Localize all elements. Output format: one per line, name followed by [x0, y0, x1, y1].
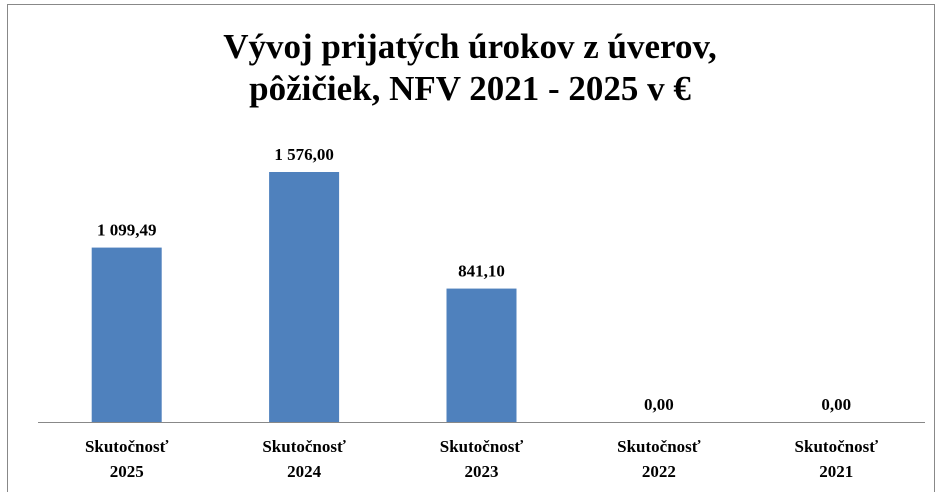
x-tick-label: Skutočnosť 2023: [440, 437, 524, 481]
chart-title: Vývoj prijatých úrokov z úverov, pôžičie…: [150, 26, 790, 110]
x-tick-label-line: 2024: [287, 462, 322, 481]
value-label: 1 099,49: [97, 221, 157, 240]
x-tick-label: Skutočnosť 2021: [795, 437, 879, 481]
x-tick-label-line: 2025: [110, 462, 144, 481]
x-tick-label-line: 2022: [642, 462, 676, 481]
x-tick-label: Skutočnosť 2024: [262, 437, 346, 481]
value-label: 0,00: [821, 395, 851, 414]
x-tick-label-line: Skutočnosť: [85, 437, 169, 456]
x-tick-label-line: Skutočnosť: [262, 437, 346, 456]
x-tick-label-line: 2021: [819, 462, 853, 481]
x-tick-label-line: 2023: [465, 462, 499, 481]
x-tick-label-line: Skutočnosť: [795, 437, 879, 456]
bar: [446, 288, 517, 422]
bar: [91, 247, 162, 422]
value-label: 0,00: [644, 395, 674, 414]
bar: [269, 172, 340, 422]
chart-frame: [7, 4, 935, 492]
x-tick-label-line: Skutočnosť: [617, 437, 701, 456]
chart-title-text: Vývoj prijatých úrokov z úverov, pôžičie…: [223, 27, 717, 108]
value-label: 841,10: [458, 262, 505, 281]
x-tick-label-line: Skutočnosť: [440, 437, 524, 456]
value-label: 1 576,00: [274, 145, 334, 164]
x-tick-label: Skutočnosť 2025: [85, 437, 169, 481]
x-tick-label: Skutočnosť 2022: [617, 437, 701, 481]
